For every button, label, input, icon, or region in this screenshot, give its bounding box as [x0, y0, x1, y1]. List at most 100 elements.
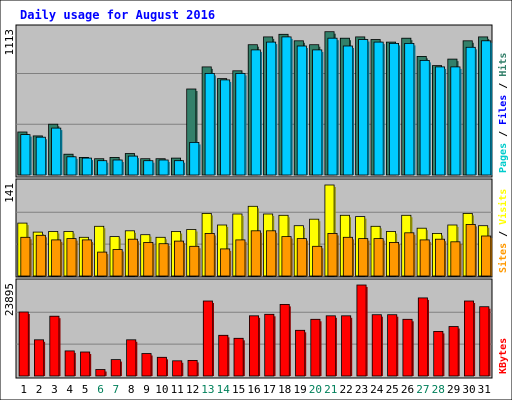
bar-shadow-kbytes-day-13 — [212, 303, 214, 376]
bar-kbytes-day-21 — [325, 315, 336, 377]
bar-sites-day-2 — [35, 234, 46, 277]
bar-shadow-kbytes-day-12 — [197, 362, 199, 376]
bar-files-day-17 — [266, 41, 277, 176]
bar-shadow-sites-day-15 — [245, 241, 247, 276]
bar-shadow-sites-day-5 — [91, 241, 93, 276]
bar-files-day-24 — [373, 41, 384, 176]
bar-shadow-files-day-4 — [76, 158, 78, 175]
bar-files-day-15 — [235, 73, 246, 176]
bar-files-day-21 — [327, 37, 338, 176]
bar-shadow-kbytes-day-15 — [243, 340, 245, 376]
bar-shadow-files-day-8 — [137, 158, 139, 175]
bar-shadow-kbytes-day-29 — [458, 328, 460, 376]
bar-kbytes-day-19 — [295, 329, 306, 377]
bar-files-day-12 — [189, 141, 200, 176]
bar-shadow-files-day-23 — [367, 41, 370, 175]
bar-kbytes-day-24 — [371, 314, 382, 377]
bar-files-day-10 — [158, 159, 169, 176]
bar-files-day-25 — [388, 43, 399, 176]
x-tick-label-day-28: 28 — [432, 383, 445, 396]
bar-shadow-sites-day-31 — [490, 238, 493, 276]
x-tick-label-day-17: 17 — [263, 383, 276, 396]
bar-kbytes-day-20 — [310, 318, 321, 377]
x-tick-label-day-25: 25 — [386, 383, 399, 396]
x-tick-label-day-30: 30 — [462, 383, 475, 396]
x-tick-label-day-31: 31 — [478, 383, 491, 396]
bar-files-day-16 — [250, 49, 261, 176]
bar-kbytes-day-16 — [248, 315, 259, 377]
bar-files-day-22 — [342, 45, 353, 176]
panel-middle-max-label: 141 — [3, 183, 16, 203]
bar-kbytes-day-29 — [448, 326, 459, 377]
bar-kbytes-day-3 — [49, 315, 60, 377]
legend-separator: / — [498, 77, 509, 95]
bar-files-day-31 — [481, 40, 492, 176]
bar-shadow-sites-day-13 — [214, 235, 216, 276]
x-tick-label-day-13: 13 — [201, 383, 214, 396]
x-tick-label-day-12: 12 — [186, 383, 199, 396]
bar-sites-day-17 — [266, 230, 277, 277]
bar-shadow-files-day-27 — [429, 62, 431, 175]
bar-sites-day-12 — [189, 245, 200, 277]
bar-kbytes-day-1 — [18, 311, 29, 377]
bar-sites-day-5 — [81, 239, 92, 277]
bar-shadow-sites-day-23 — [367, 240, 370, 276]
bar-sites-day-27 — [419, 239, 430, 277]
bar-kbytes-day-2 — [34, 339, 45, 377]
x-tick-label-day-16: 16 — [247, 383, 260, 396]
bar-files-day-9 — [143, 160, 154, 176]
bar-files-day-26 — [404, 43, 415, 176]
x-tick-label-day-3: 3 — [51, 383, 58, 396]
bar-sites-day-18 — [281, 236, 292, 277]
bar-sites-day-16 — [250, 230, 261, 277]
bar-files-day-30 — [465, 46, 476, 176]
bar-shadow-files-day-14 — [229, 81, 232, 175]
x-tick-label-day-10: 10 — [155, 383, 168, 396]
bar-shadow-sites-day-9 — [152, 244, 155, 276]
bar-kbytes-day-25 — [387, 314, 398, 377]
x-tick-label-day-5: 5 — [82, 383, 89, 396]
x-tick-label-day-6: 6 — [97, 383, 104, 396]
bar-shadow-kbytes-day-20 — [320, 321, 322, 376]
bar-shadow-kbytes-day-6 — [105, 371, 107, 376]
bar-kbytes-day-30 — [463, 300, 474, 377]
bar-shadow-sites-day-6 — [106, 254, 109, 276]
bar-sites-day-9 — [143, 241, 154, 277]
bar-shadow-kbytes-day-8 — [135, 341, 138, 376]
bar-shadow-sites-day-19 — [306, 240, 308, 276]
x-tick-label-day-27: 27 — [416, 383, 429, 396]
legend-separator: / — [498, 225, 509, 243]
bar-files-day-29 — [450, 66, 461, 176]
bar-shadow-sites-day-10 — [168, 245, 170, 276]
bar-shadow-files-day-3 — [60, 130, 63, 175]
bar-shadow-files-day-21 — [337, 40, 339, 176]
panel-middle-legend: Sites / Visits — [497, 189, 509, 273]
bar-kbytes-day-10 — [156, 356, 167, 377]
bar-kbytes-day-11 — [172, 360, 183, 377]
x-tick-label-day-11: 11 — [171, 383, 184, 396]
bar-kbytes-day-27 — [417, 297, 428, 377]
bar-shadow-sites-day-3 — [60, 241, 63, 276]
bar-sites-day-21 — [327, 232, 338, 277]
bar-shadow-sites-day-8 — [137, 241, 139, 276]
x-tick-label-day-15: 15 — [232, 383, 245, 396]
bar-shadow-files-day-12 — [199, 144, 201, 175]
bar-files-day-7 — [112, 159, 123, 176]
bar-kbytes-day-18 — [279, 303, 290, 377]
bar-sites-day-26 — [404, 232, 415, 277]
bar-shadow-files-day-20 — [321, 51, 324, 175]
bar-sites-day-1 — [20, 236, 31, 277]
bar-shadow-kbytes-day-21 — [335, 317, 337, 376]
x-tick-label-day-1: 1 — [20, 383, 27, 396]
bar-files-day-1 — [20, 134, 31, 176]
bar-shadow-files-day-7 — [122, 162, 124, 175]
bar-shadow-files-day-13 — [214, 75, 216, 175]
x-tick-label-day-21: 21 — [324, 383, 337, 396]
bar-shadow-hits-day-12 — [196, 91, 198, 175]
bar-shadow-sites-day-26 — [413, 234, 416, 276]
bar-shadow-sites-day-24 — [383, 240, 385, 276]
bar-shadow-files-day-11 — [183, 162, 186, 175]
bar-shadow-kbytes-day-22 — [350, 317, 353, 376]
bar-sites-day-10 — [158, 243, 169, 277]
bar-kbytes-day-15 — [233, 337, 244, 377]
